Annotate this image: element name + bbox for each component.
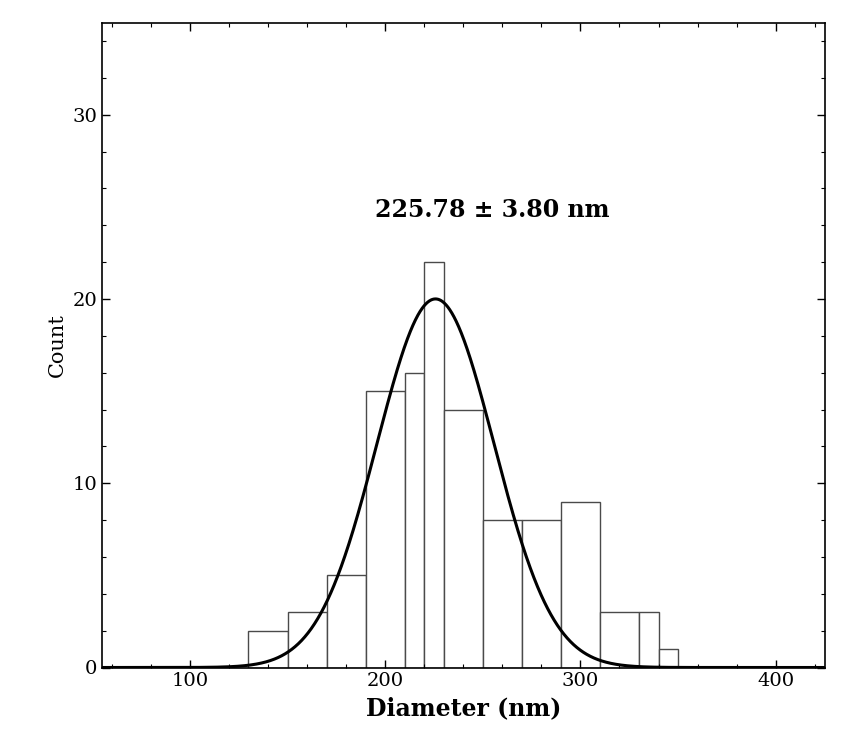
Bar bbox=[483, 520, 522, 668]
Bar bbox=[600, 612, 639, 668]
Y-axis label: Count: Count bbox=[48, 313, 66, 377]
Bar bbox=[287, 612, 326, 668]
Text: 225.78 ± 3.80 nm: 225.78 ± 3.80 nm bbox=[376, 199, 610, 223]
Bar bbox=[561, 502, 600, 668]
X-axis label: Diameter (nm): Diameter (nm) bbox=[366, 696, 561, 720]
Bar bbox=[366, 391, 405, 668]
Bar bbox=[659, 649, 678, 668]
Bar bbox=[639, 612, 659, 668]
Bar bbox=[522, 520, 561, 668]
Bar bbox=[444, 410, 483, 668]
Bar bbox=[326, 575, 366, 668]
Bar bbox=[424, 262, 444, 668]
Bar bbox=[405, 373, 424, 668]
Bar bbox=[248, 631, 287, 668]
